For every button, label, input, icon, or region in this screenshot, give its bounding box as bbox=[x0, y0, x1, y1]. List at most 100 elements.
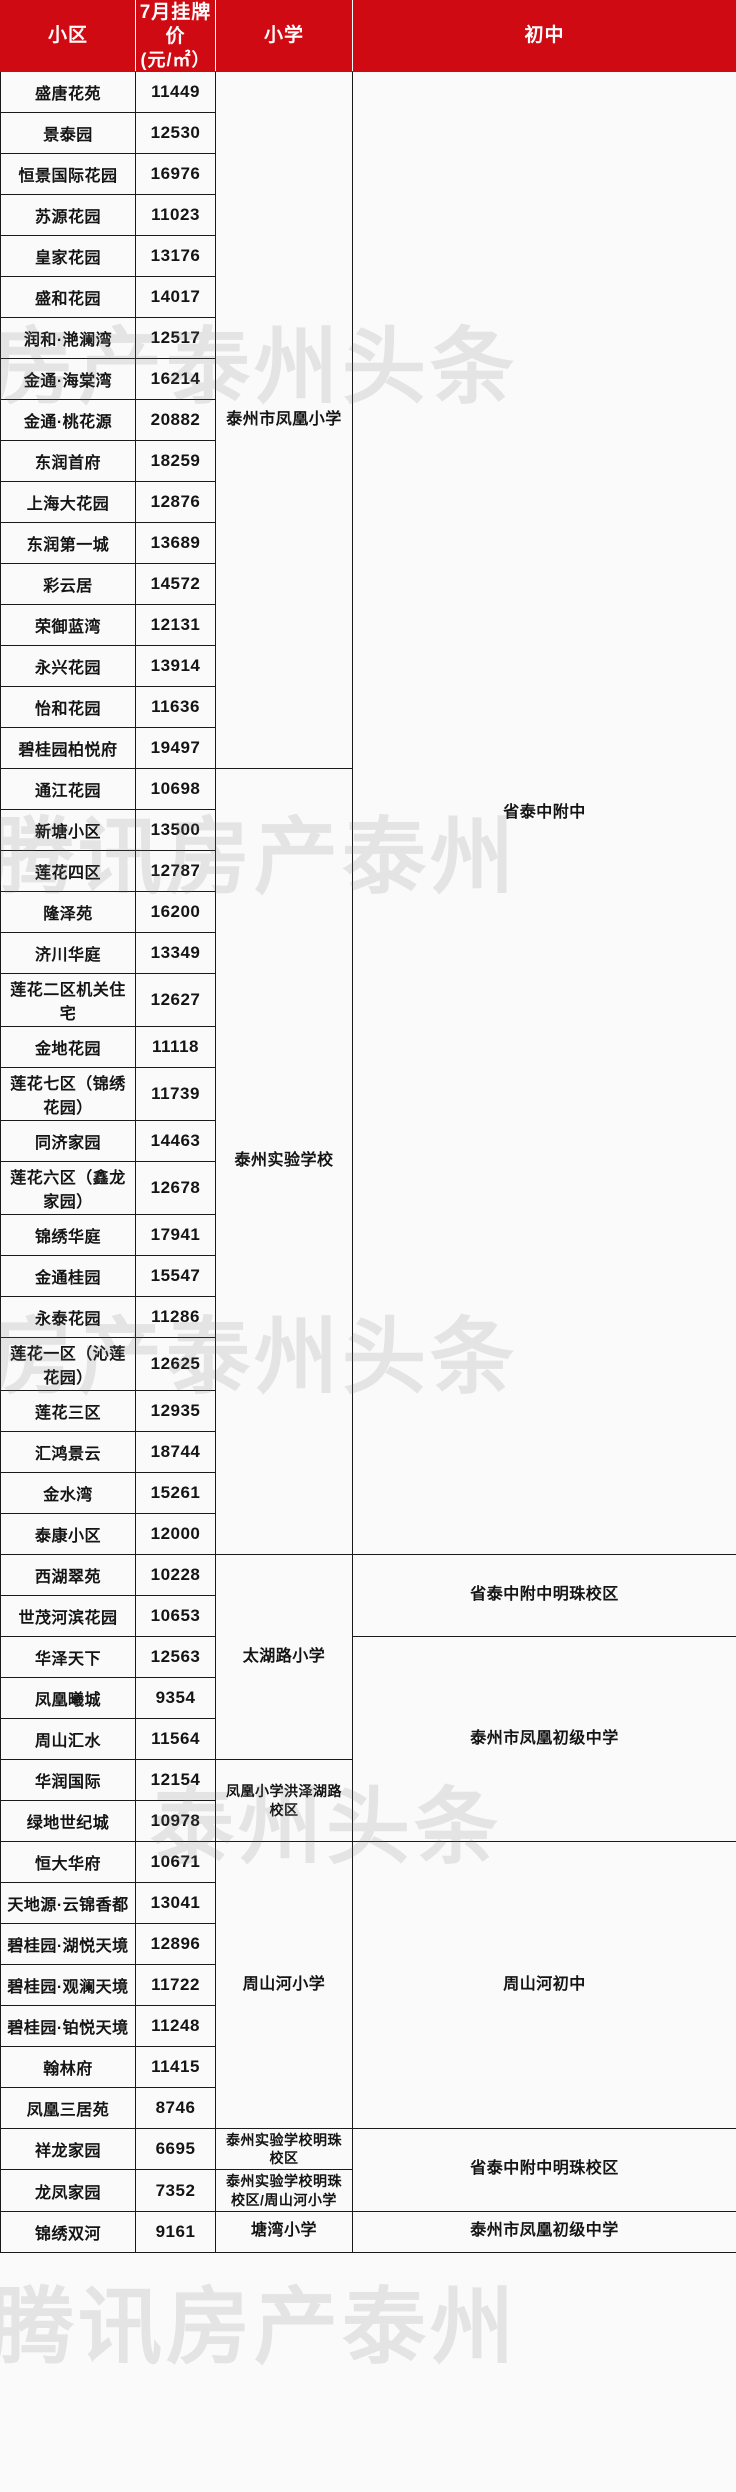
community-name-cell: 恒大华府 bbox=[0, 1841, 136, 1883]
community-name-cell: 东润第一城 bbox=[0, 522, 136, 564]
community-name-cell: 祥龙家园 bbox=[0, 2127, 136, 2171]
listing-price-cell: 8746 bbox=[135, 2087, 216, 2129]
table-row: 莲花三区 12935 bbox=[0, 1390, 736, 1432]
community-name-cell: 莲花三区 bbox=[0, 1390, 136, 1432]
listing-price-cell: 19497 bbox=[135, 727, 216, 769]
table-row: 华泽天下 12563 泰州市凤凰初级中学 bbox=[0, 1636, 736, 1842]
community-name-cell: 彩云居 bbox=[0, 563, 136, 605]
listing-price-cell: 11023 bbox=[135, 194, 216, 236]
listing-price-cell: 12876 bbox=[135, 481, 216, 523]
primary-school-cell: 凤凰小学洪泽湖路校区 bbox=[215, 1759, 353, 1842]
community-name-cell: 凤凰曦城 bbox=[0, 1677, 136, 1719]
table-row: 恒大华府 10671 周山河小学 周山河初中 bbox=[0, 1841, 736, 2129]
community-name-cell: 莲花一区（沁莲花园） bbox=[0, 1337, 136, 1391]
primary-school-cell: 泰州市凤凰小学 bbox=[215, 71, 353, 769]
table-row: 东润第一城 13689 bbox=[0, 522, 736, 564]
community-name-cell: 碧桂园·铂悦天境 bbox=[0, 2005, 136, 2047]
community-name-cell: 苏源花园 bbox=[0, 194, 136, 236]
listing-price-cell: 12154 bbox=[135, 1759, 216, 1801]
listing-price-cell: 12935 bbox=[135, 1390, 216, 1432]
table-header: 小区 7月挂牌价 (元/㎡） 小学 初中 bbox=[0, 0, 736, 72]
community-name-cell: 东润首府 bbox=[0, 440, 136, 482]
column-header-community: 小区 bbox=[0, 0, 136, 72]
community-name-cell: 恒景国际花园 bbox=[0, 153, 136, 195]
table-row: 莲花二区机关住宅 12627 bbox=[0, 973, 736, 1027]
primary-school-cell: 周山河小学 bbox=[215, 1841, 353, 2129]
column-header-price-unit: (元/㎡） bbox=[140, 49, 211, 70]
table-row: 上海大花园 12876 bbox=[0, 481, 736, 523]
table-row: 荣御蓝湾 12131 bbox=[0, 604, 736, 646]
middle-school-cell: 周山河初中 bbox=[352, 1841, 736, 2129]
table-row: 东润首府 18259 bbox=[0, 440, 736, 482]
listing-price-cell: 11286 bbox=[135, 1296, 216, 1338]
community-name-cell: 金通·海棠湾 bbox=[0, 358, 136, 400]
table-row: 华润国际 12154 凤凰小学洪泽湖路校区 bbox=[0, 1759, 736, 1842]
table-row: 祥龙家园 6695 泰州实验学校明珠校区 省泰中附中明珠校区 bbox=[0, 2127, 736, 2212]
table-row: 莲花七区（锦绣花园） 11739 bbox=[0, 1067, 736, 1121]
listing-price-cell: 10653 bbox=[135, 1595, 216, 1637]
listing-price-cell: 16200 bbox=[135, 891, 216, 933]
listing-price-cell: 11118 bbox=[135, 1026, 216, 1068]
listing-price-cell: 9354 bbox=[135, 1677, 216, 1719]
community-name-cell: 金地花园 bbox=[0, 1026, 136, 1068]
community-name-cell: 莲花四区 bbox=[0, 850, 136, 892]
table-row: 盛唐花苑 11449 泰州市凤凰小学 省泰中附中 bbox=[0, 71, 736, 1555]
table-row: 济川华庭 13349 bbox=[0, 932, 736, 974]
price-table: 小区 7月挂牌价 (元/㎡） 小学 初中 盛唐花苑 11449 泰州市凤凰小学 省泰中… bbox=[0, 0, 736, 2253]
table-row: 金通桂园 15547 bbox=[0, 1255, 736, 1297]
listing-price-cell: 13914 bbox=[135, 645, 216, 687]
listing-price-cell: 13500 bbox=[135, 809, 216, 851]
listing-price-cell: 10228 bbox=[135, 1554, 216, 1596]
listing-price-cell: 12530 bbox=[135, 112, 216, 154]
listing-price-cell: 20882 bbox=[135, 399, 216, 441]
listing-price-cell: 12625 bbox=[135, 1337, 216, 1391]
community-name-cell: 润和·滟澜湾 bbox=[0, 317, 136, 359]
community-name-cell: 翰林府 bbox=[0, 2046, 136, 2088]
listing-price-cell: 13689 bbox=[135, 522, 216, 564]
community-name-cell: 金通桂园 bbox=[0, 1255, 136, 1297]
listing-price-cell: 13041 bbox=[135, 1882, 216, 1924]
community-name-cell: 新塘小区 bbox=[0, 809, 136, 851]
community-name-cell: 金通·桃花源 bbox=[0, 399, 136, 441]
listing-price-cell: 12563 bbox=[135, 1636, 216, 1678]
middle-school-cell: 泰州市凤凰初级中学 bbox=[352, 2210, 736, 2253]
table-row: 碧桂园柏悦府 19497 bbox=[0, 727, 736, 769]
listing-price-cell: 11248 bbox=[135, 2005, 216, 2047]
community-name-cell: 永泰花园 bbox=[0, 1296, 136, 1338]
community-name-cell: 永兴花园 bbox=[0, 645, 136, 687]
listing-price-cell: 12678 bbox=[135, 1161, 216, 1215]
community-name-cell: 锦绣双河 bbox=[0, 2210, 136, 2253]
table-row: 皇家花园 13176 bbox=[0, 235, 736, 277]
community-name-cell: 同济家园 bbox=[0, 1120, 136, 1162]
community-name-cell: 金水湾 bbox=[0, 1472, 136, 1514]
primary-school-cell: 太湖路小学 bbox=[215, 1554, 353, 1760]
listing-price-cell: 15261 bbox=[135, 1472, 216, 1514]
table-row: 汇鸿景云 18744 bbox=[0, 1431, 736, 1473]
listing-price-cell: 12787 bbox=[135, 850, 216, 892]
listing-price-cell: 13176 bbox=[135, 235, 216, 277]
listing-price-cell: 12000 bbox=[135, 1513, 216, 1555]
column-header-primary-school-label: 小学 bbox=[263, 25, 304, 47]
listing-price-cell: 16976 bbox=[135, 153, 216, 195]
listing-price-cell: 7352 bbox=[135, 2169, 216, 2212]
listing-price-cell: 17941 bbox=[135, 1214, 216, 1256]
community-name-cell: 碧桂园·观澜天境 bbox=[0, 1964, 136, 2006]
listing-price-cell: 10978 bbox=[135, 1800, 216, 1842]
middle-school-cell: 省泰中附中明珠校区 bbox=[352, 2128, 736, 2212]
listing-price-cell: 11722 bbox=[135, 1964, 216, 2006]
table-row: 龙凤家园 7352 泰州实验学校明珠校区/周山河小学 bbox=[0, 2169, 736, 2212]
table-row: 永泰花园 11286 bbox=[0, 1296, 736, 1338]
listing-price-cell: 6695 bbox=[135, 2127, 216, 2171]
community-name-cell: 绿地世纪城 bbox=[0, 1800, 136, 1842]
community-name-cell: 上海大花园 bbox=[0, 481, 136, 523]
listing-price-cell: 16214 bbox=[135, 358, 216, 400]
table-row: 世茂河滨花园 10653 bbox=[0, 1595, 736, 1637]
listing-price-cell: 12131 bbox=[135, 604, 216, 646]
column-header-price: 7月挂牌价 (元/㎡） bbox=[135, 0, 216, 72]
listing-price-cell: 12896 bbox=[135, 1923, 216, 1965]
table-row: 永兴花园 13914 bbox=[0, 645, 736, 687]
community-name-cell: 隆泽苑 bbox=[0, 891, 136, 933]
table-row: 碧桂园·铂悦天境 11248 bbox=[0, 2005, 736, 2047]
community-name-cell: 锦绣华庭 bbox=[0, 1214, 136, 1256]
table-row: 天地源·云锦香都 13041 bbox=[0, 1882, 736, 1924]
